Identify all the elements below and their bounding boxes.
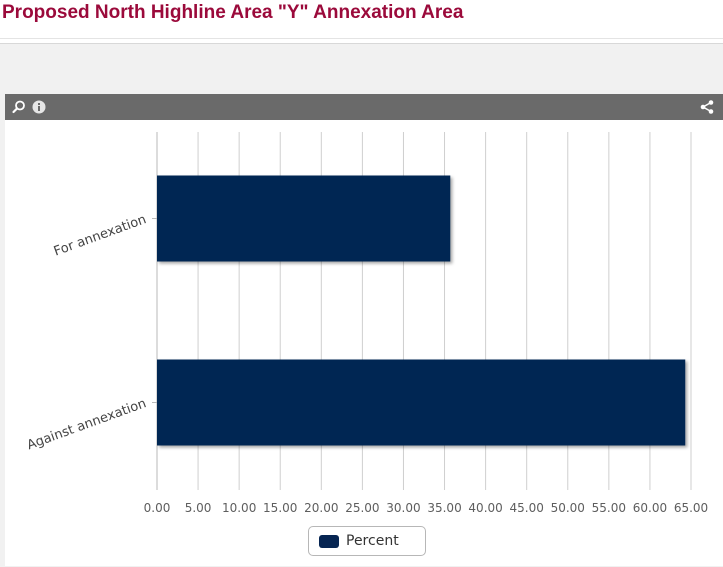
- x-tick-label: 25.00: [345, 501, 379, 515]
- x-tick-label: 60.00: [633, 501, 667, 515]
- x-tick-label: 30.00: [386, 501, 420, 515]
- legend-label: Percent: [346, 533, 399, 549]
- x-tick-label: 65.00: [674, 501, 708, 515]
- x-tick-label: 55.00: [592, 501, 626, 515]
- x-tick-label: 15.00: [263, 501, 297, 515]
- chart-toolbar: [5, 94, 723, 120]
- title-divider: [0, 38, 723, 39]
- bar[interactable]: [157, 175, 451, 262]
- page-title: Proposed North Highline Area "Y" Annexat…: [2, 2, 464, 23]
- x-tick-label: 45.00: [510, 501, 544, 515]
- chart-area: For annexation Against annexation 0.00 5.0…: [5, 120, 723, 566]
- x-tick-label: 0.00: [144, 501, 171, 515]
- x-tick-label: 20.00: [304, 501, 338, 515]
- legend-swatch: [319, 535, 339, 548]
- category-label: Against annexation: [25, 396, 148, 453]
- bar-chart: For annexation Against annexation 0.00 5.0…: [25, 132, 708, 515]
- bar[interactable]: [157, 359, 686, 446]
- x-tick-label: 35.00: [427, 501, 461, 515]
- category-label: For annexation: [52, 212, 149, 259]
- x-tick-label: 10.00: [222, 501, 256, 515]
- x-tick-label: 40.00: [468, 501, 502, 515]
- x-tick-label: 5.00: [185, 501, 212, 515]
- zoom-icon[interactable]: [11, 99, 27, 115]
- legend[interactable]: Percent: [308, 526, 426, 556]
- x-tick-label: 50.00: [551, 501, 585, 515]
- share-icon[interactable]: [699, 99, 715, 115]
- info-icon[interactable]: [31, 99, 47, 115]
